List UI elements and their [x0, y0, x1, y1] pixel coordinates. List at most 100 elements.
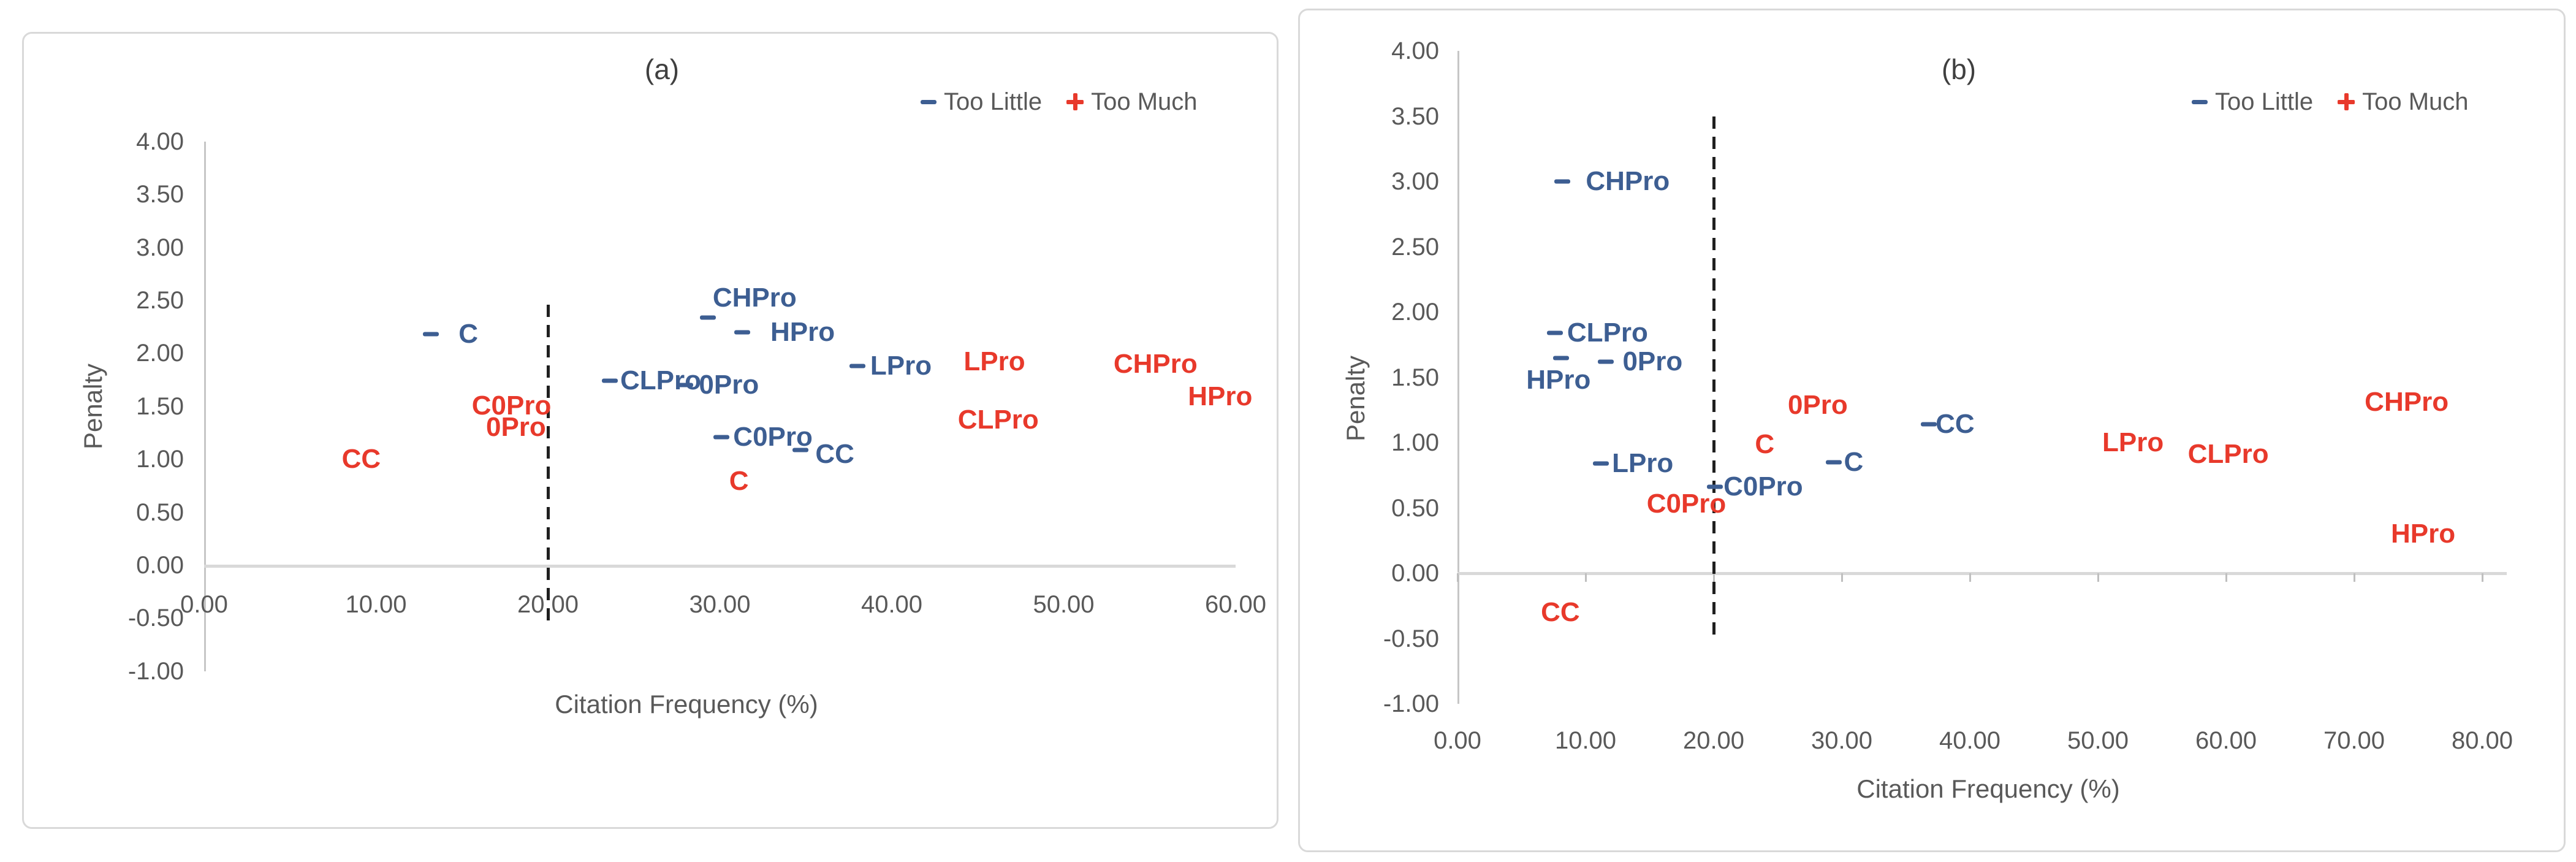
- chart-a-point-label-HPro: HPro: [770, 316, 835, 347]
- chart-a-y-tick-label: 2.00: [136, 340, 184, 367]
- chart-a-y-tick-label: 3.50: [136, 181, 184, 208]
- chart-a-y-tick-label: 4.00: [136, 128, 184, 155]
- chart-a-point-marker-C: [710, 473, 727, 490]
- chart-b-y-tick-label: 2.50: [1391, 233, 1439, 261]
- chart-a-y-tick-label: 3.00: [136, 234, 184, 261]
- chart-a-point-marker-LPro: [849, 364, 865, 368]
- chart-b-point-marker-HPro: [2374, 525, 2391, 543]
- chart-b-point-label-HPro: HPro: [2390, 519, 2456, 549]
- chart-a-y-tick-label: 2.50: [136, 287, 184, 314]
- chart-a-threshold-line: [547, 305, 550, 621]
- chart-b-point-marker-C0Pro: [1707, 484, 1723, 489]
- chart-b-x-tick-label: 40.00: [1939, 727, 2001, 754]
- chart-b-x-tick-mark: [1585, 573, 1587, 582]
- chart-b-point-marker-CLPro: [2169, 446, 2186, 463]
- chart-a-x-tick-label: 40.00: [861, 591, 923, 618]
- chart-b-legend-too-little-label: Too Little: [2215, 88, 2314, 115]
- chart-b-x-tick-mark: [2225, 573, 2227, 582]
- chart-b-y-tick-label: -0.50: [1383, 625, 1439, 652]
- chart-b-point-label-CLPro: CLPro: [1567, 318, 1648, 348]
- chart-a-point-marker-CC: [792, 448, 809, 452]
- chart-b-y-tick-label: 0.50: [1391, 494, 1439, 522]
- chart-a-point-label-LPro: LPro: [870, 351, 932, 381]
- chart-b-point-label-CC: CC: [1541, 597, 1580, 627]
- chart-a-x-tick-label: 0.00: [180, 591, 228, 618]
- chart-a-point-marker-CLPro: [601, 378, 618, 383]
- chart-b-x-tick-label: 70.00: [2323, 727, 2385, 754]
- chart-b-point-marker-CC: [1921, 422, 1937, 427]
- chart-b-x-tick-label: 10.00: [1554, 727, 1617, 754]
- chart-b-point-marker-CHPro: [1554, 179, 1571, 184]
- chart-a-point-label-CLPro: CLPro: [957, 405, 1039, 435]
- chart-b-x-tick-label: 20.00: [1682, 727, 1745, 754]
- chart-b-y-tick-label: 2.00: [1391, 299, 1439, 326]
- chart-a-point-marker-LPro: [941, 353, 959, 370]
- chart-a-x-tick-label: 60.00: [1204, 591, 1267, 618]
- chart-b-legend-too-little-marker-icon: [2192, 99, 2208, 104]
- chart-a-point-marker-C: [423, 332, 439, 337]
- chart-b-point-label-CLPro: CLPro: [2187, 439, 2269, 470]
- chart-b-y-tick-label: 4.00: [1391, 37, 1439, 64]
- chart-a-point-marker-CLPro: [938, 411, 956, 429]
- chart-a-point-label-0Pro: 0Pro: [699, 370, 759, 400]
- chart-b-point-label-C0Pro: C0Pro: [1646, 489, 1727, 519]
- chart-a-point-label-CHPro: CHPro: [712, 282, 797, 313]
- chart-a-point-label-HPro: HPro: [1188, 381, 1253, 412]
- chart-a-point-label-C0Pro: C0Pro: [733, 421, 813, 452]
- chart-a-point-label-CC: CC: [815, 438, 854, 469]
- chart-b-x-tick-label: 30.00: [1810, 727, 1873, 754]
- chart-a-y-axis-title: Penalty: [78, 363, 107, 450]
- chart-b-point-label-CC: CC: [1936, 409, 1975, 440]
- chart-b-x-tick-mark: [1841, 573, 1843, 582]
- chart-b-point-marker-HPro: [1553, 356, 1570, 360]
- chart-a-x-tick-label: 50.00: [1033, 591, 1095, 618]
- chart-b-x-tick-label: 50.00: [2067, 727, 2129, 754]
- chart-a-legend-too-little-marker-icon: [921, 99, 937, 104]
- chart-b-y-tick-label: 1.50: [1391, 364, 1439, 391]
- chart-a-title: (a): [644, 53, 680, 85]
- chart-a-point-marker-HPro: [734, 330, 750, 335]
- chart-b-point-marker-0Pro: [1598, 359, 1614, 364]
- chart-a-point-marker-HPro: [1163, 388, 1180, 405]
- chart-a-point-label-CC: CC: [341, 444, 381, 475]
- chart-b-point-label-HPro: HPro: [1526, 364, 1591, 395]
- chart-b-legend: Too Little Too Much: [2192, 90, 2469, 114]
- chart-b-threshold-line: [1712, 116, 1715, 642]
- chart-b-point-marker-C0Pro: [1630, 495, 1647, 513]
- chart-b-point-marker-C: [1738, 424, 1755, 441]
- chart-b-point-label-C: C: [1755, 429, 1775, 459]
- chart-b-legend-too-much-marker-icon: [2338, 93, 2355, 110]
- chart-a-point-marker-0Pro: [469, 416, 486, 433]
- chart-b-point-marker-CHPro: [2348, 394, 2365, 411]
- chart-a-y-tick-label: -0.50: [127, 605, 184, 632]
- chart-a-y-tick-label: 0.50: [136, 498, 184, 526]
- chart-b-y-tick-label: 1.00: [1391, 429, 1439, 456]
- chart-b-x-tick-mark: [1457, 573, 1459, 582]
- chart-a-point-marker-CC: [323, 451, 340, 468]
- chart-a-point-label-0Pro: 0Pro: [485, 412, 546, 443]
- chart-b-point-label-C0Pro: C0Pro: [1723, 471, 1803, 502]
- chart-a-x-axis-title: Citation Frequency (%): [555, 690, 818, 719]
- chart-a-x-axis-line: [204, 565, 1236, 568]
- chart-a-point-label-LPro: LPro: [963, 346, 1025, 377]
- chart-b-x-tick-mark: [2482, 573, 2483, 582]
- chart-a-y-tick-label: 0.00: [136, 552, 184, 579]
- chart-b-y-tick-label: 3.00: [1391, 168, 1439, 195]
- chart-a-point-label-CLPro: CLPro: [620, 365, 701, 396]
- chart-a-y-tick-label: -1.00: [127, 657, 184, 685]
- chart-a-y-tick-label: 1.00: [136, 446, 184, 473]
- chart-a-point-marker-CHPro: [699, 315, 716, 320]
- chart-a-legend-too-much-label: Too Much: [1091, 88, 1198, 115]
- chart-b-y-tick-label: -1.00: [1383, 690, 1439, 717]
- chart-b-y-axis-line: [1457, 51, 1459, 704]
- chart-a-x-tick-label: 10.00: [345, 591, 407, 618]
- chart-b-point-label-CHPro: CHPro: [1586, 166, 1670, 196]
- chart-b-x-tick-label: 0.00: [1434, 727, 1481, 754]
- chart-b-point-marker-CC: [1522, 604, 1539, 621]
- chart-a-legend-too-little-label: Too Little: [944, 88, 1043, 115]
- chart-b-x-axis-line: [1457, 572, 2507, 575]
- chart-b-x-tick-mark: [2354, 573, 2355, 582]
- chart-b-x-axis-title: Citation Frequency (%): [1856, 774, 2120, 803]
- chart-a-legend: Too Little Too Much: [921, 90, 1198, 114]
